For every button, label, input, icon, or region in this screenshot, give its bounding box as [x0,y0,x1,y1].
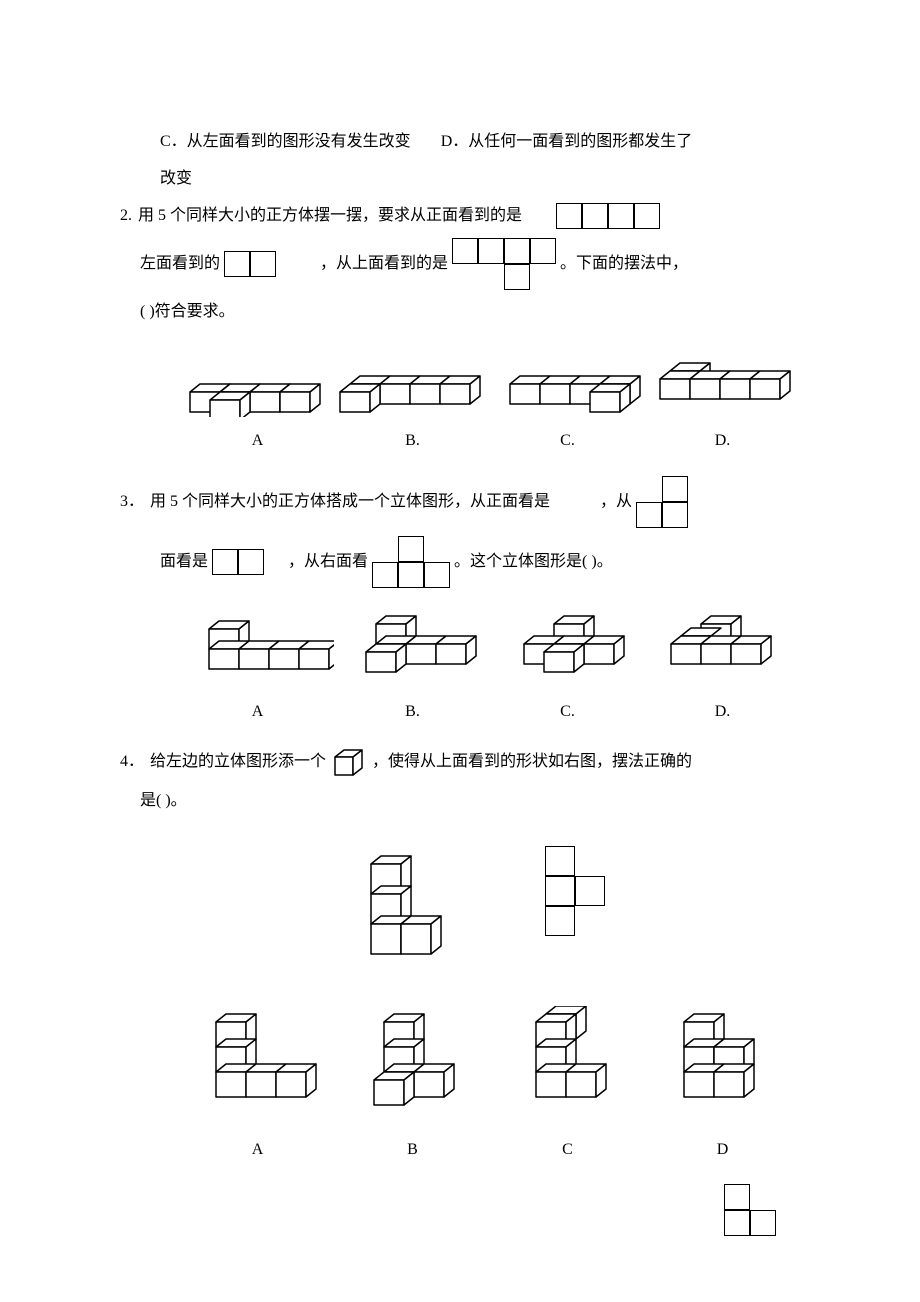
q2-label-d: D. [653,427,793,456]
q3-opt-c [509,608,629,688]
q4-line2: 是( )。 [120,787,840,816]
cube-figure-icon [330,347,490,417]
q4-target-top-view [545,846,605,976]
q2-text2b: ，从上面看到的是 [320,250,448,279]
q2-top-view [452,238,556,290]
cube-figure-icon [511,1006,631,1126]
q2-line1: 2. 用 5 个同样大小的正方体摆一摆，要求从正面看到的是 [120,202,840,231]
bottom-l-shape [724,1184,776,1236]
cube-figure-icon [490,347,650,417]
q3-text2c: 。这个立体图形是( )。 [454,548,613,577]
q4-opt-a [196,1006,326,1126]
q4-labels: A B C D [180,1136,800,1165]
q2-label-b: B. [343,427,483,456]
q4-label-a: A [188,1136,328,1165]
cube-figure-icon [194,613,334,688]
q2-opt-b [330,347,490,417]
q3-opt-a [194,613,334,688]
q2-label-c: C. [498,427,638,456]
q3-text1: 用 5 个同样大小的正方体搭成一个立体图形，从正面看是 [150,488,550,517]
q4-options [180,1006,800,1126]
q2-text2a: 左面看到的 [140,250,220,279]
bottom-right-figure [120,1184,840,1236]
q2-number: 2. [120,202,132,231]
cube-figure-icon [180,347,330,417]
q3-front-view [636,476,688,528]
q2-opt-d [650,347,800,417]
q2-labels: A B. C. D. [180,427,800,456]
q2-label-a: A [188,427,328,456]
q1-option-d-cont: 改变 [160,165,192,194]
cube-figure-icon [359,1006,479,1126]
cube-figure-icon [196,1006,326,1126]
q4-opt-c [511,1006,631,1126]
q3-x-view [212,549,264,575]
q3-labels: A B. C. D. [180,698,800,727]
q4-opt-d [664,1006,784,1126]
q3-line1: 3． 用 5 个同样大小的正方体搭成一个立体图形，从正面看是 ，从 [120,476,840,528]
q3-right-view [372,536,450,588]
q4-given-figures [120,846,840,976]
q4-label-c: C [498,1136,638,1165]
q4-number: 4． [120,748,144,777]
q1-option-c-line: C．从左面看到的图形没有发生改变 D．从任何一面看到的图形都发生了 [120,128,840,157]
q4-base-figure-icon [351,846,461,976]
q2-front-view [556,203,660,229]
worksheet-page: C．从左面看到的图形没有发生改变 D．从任何一面看到的图形都发生了 改变 2. … [0,0,920,1276]
q3-label-b: B. [343,698,483,727]
cube-figure-icon [361,608,481,688]
cube-figure-icon [664,1006,784,1126]
q2-text3: ( )符合要求。 [140,298,235,327]
q3-options [180,608,800,688]
q3-label-a: A [188,698,328,727]
q3-label-d: D. [653,698,793,727]
q2-opt-a [180,347,330,417]
cube-figure-icon [509,608,629,688]
q2-options [180,347,800,417]
q4-label-b: B [343,1136,483,1165]
q3-label-c: C. [498,698,638,727]
q4-text1a: 给左边的立体图形添一个 [150,748,326,777]
q1-option-d: D．从任何一面看到的图形都发生了 [441,128,693,157]
q4-line1: 4． 给左边的立体图形添一个 ，使得从上面看到的形状如右图，摆法正确的 [120,747,840,779]
q4-text2: 是( )。 [140,787,187,816]
q1-option-c: C．从左面看到的图形没有发生改变 [160,128,411,157]
q1-option-d-cont-line: 改变 [120,165,840,194]
q3-line2: 面看是 ，从右面看 。这个立体图形是( )。 [120,536,840,588]
q2-text2c: 。下面的摆法中， [560,250,688,279]
q2-left-view [224,251,276,277]
q4-opt-b [359,1006,479,1126]
q2-line2: 左面看到的 ，从上面看到的是 。下面的摆法中， [120,238,840,290]
q4-text1b: ，使得从上面看到的形状如右图，摆法正确的 [372,748,692,777]
q3-opt-d [656,608,786,688]
q2-line3: ( )符合要求。 [120,298,840,327]
q3-text2b: ，从右面看 [288,548,368,577]
single-cube-icon [332,747,366,779]
q4-label-d: D [653,1136,793,1165]
q2-text1: 用 5 个同样大小的正方体摆一摆，要求从正面看到的是 [138,202,522,231]
q3-opt-b [361,608,481,688]
q3-number: 3． [120,488,144,517]
q2-opt-c [490,347,650,417]
cube-figure-icon [656,608,786,688]
cube-figure-icon [650,347,800,417]
q3-text2a: 面看是 [160,548,208,577]
q3-text1b: ，从 [600,488,632,517]
